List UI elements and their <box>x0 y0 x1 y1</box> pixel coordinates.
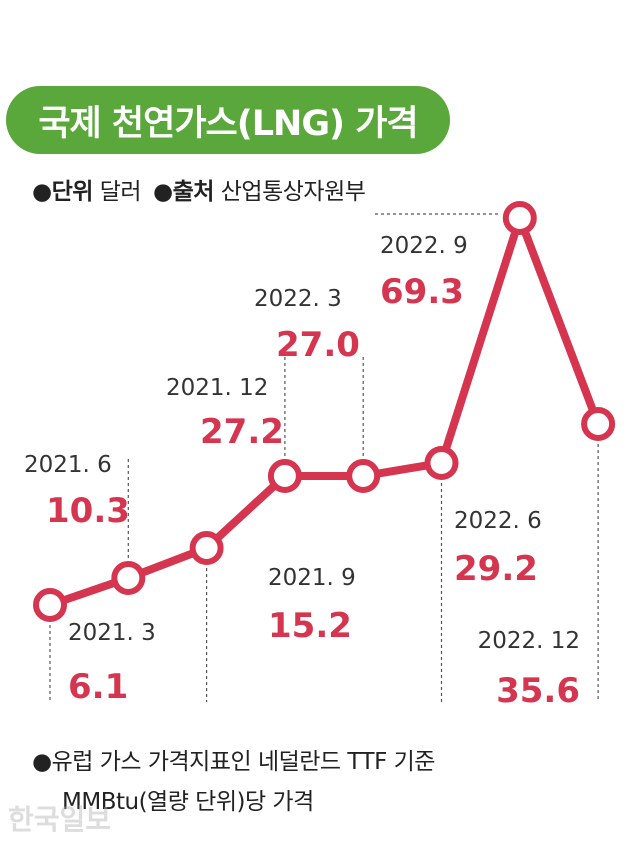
data-label: 27.0 <box>276 325 360 365</box>
x-tick-label: 2022. 3 <box>254 286 342 312</box>
data-point <box>581 407 616 441</box>
credit-watermark: 한국일보 <box>8 803 112 836</box>
data-point <box>267 459 302 493</box>
data-point <box>502 201 537 235</box>
data-point <box>33 588 67 622</box>
data-label: 69.3 <box>380 272 464 312</box>
source-value: 산업통상자원부 <box>220 179 366 205</box>
bullet-icon: ● <box>32 179 52 205</box>
data-point <box>111 561 146 595</box>
footnote: ●유럽 가스 가격지표인 네덜란드 TTF 기준 MMBtu(열량 단위)당 가… <box>32 742 435 822</box>
chart-title: 국제 천연가스(LNG) 가격 <box>38 103 418 144</box>
data-point <box>346 459 381 493</box>
footnote-line-1: ●유럽 가스 가격지표인 네덜란드 TTF 기준 <box>32 749 435 775</box>
data-point <box>424 446 459 480</box>
data-point <box>189 531 224 565</box>
x-tick-label: 2022. 12 <box>478 628 580 654</box>
data-label: 10.3 <box>46 491 130 531</box>
chart-title-banner: 국제 천연가스(LNG) 가격 <box>6 86 450 154</box>
data-label: 35.6 <box>496 671 580 711</box>
x-tick-label: 2021. 9 <box>268 565 356 591</box>
bullet-icon: ● <box>153 179 173 205</box>
series-line <box>46 214 603 609</box>
data-label: 6.1 <box>68 667 128 707</box>
data-label: 29.2 <box>454 549 538 589</box>
source-label: 출처 <box>172 179 215 205</box>
data-label: 15.2 <box>268 606 352 646</box>
footnote-line-2: MMBtu(열량 단위)당 가격 <box>62 789 314 815</box>
chart-meta: ●단위 달러 ●출처 산업통상자원부 <box>32 172 366 206</box>
data-label: 27.2 <box>200 412 284 452</box>
x-tick-label: 2021. 12 <box>166 375 268 401</box>
x-tick-label: 2022. 9 <box>380 233 468 259</box>
unit-value: 달러 <box>99 179 142 205</box>
x-tick-label: 2021. 3 <box>68 620 156 646</box>
x-tick-label: 2022. 6 <box>454 508 542 534</box>
unit-label: 단위 <box>51 179 94 205</box>
x-tick-label: 2021. 6 <box>24 452 112 478</box>
